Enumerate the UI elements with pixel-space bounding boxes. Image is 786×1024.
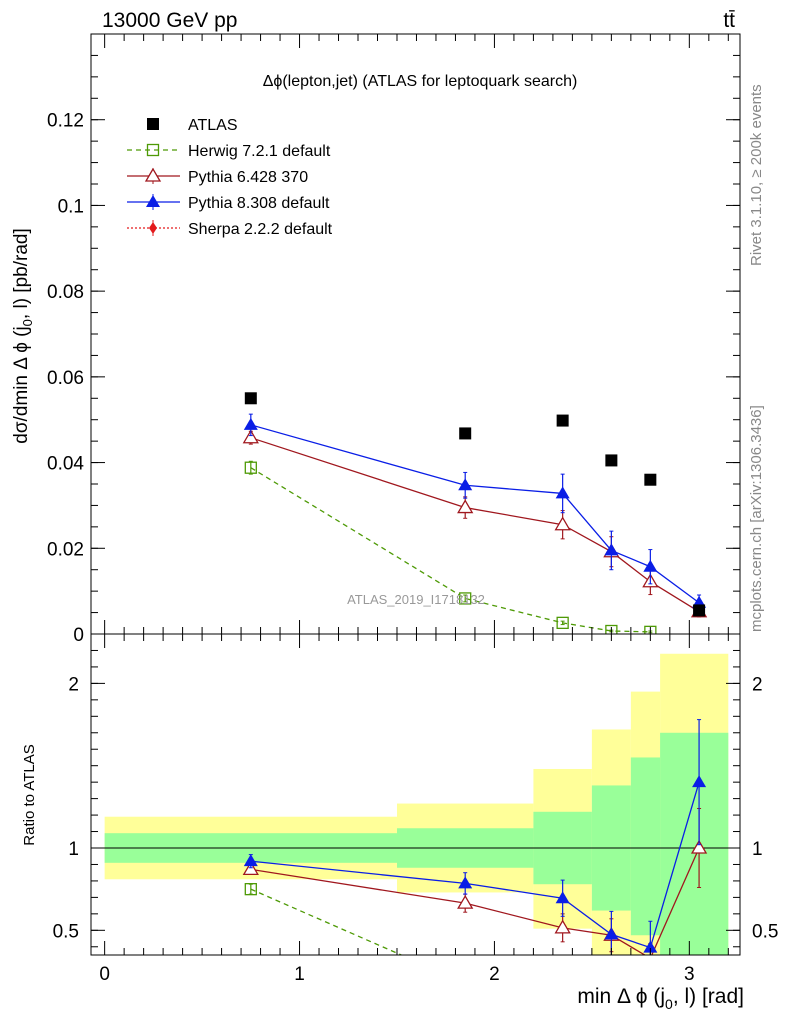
atlas-point <box>605 454 618 467</box>
pythia-8-308-default-point <box>643 559 658 572</box>
mcplots-label: mcplots.cern.ch [arXiv:1306.3436] <box>748 405 765 632</box>
legend-marker-sherpa-2-2-2-default <box>149 222 157 234</box>
ratio-axis-title: Ratio to ATLAS <box>21 744 38 845</box>
ratio-y-tick-label: 1 <box>68 839 79 860</box>
herwig-7-2-1-default-point <box>556 616 569 630</box>
herwig-7-2-1-default-point <box>244 883 257 896</box>
pythia-8-308-default-line <box>250 424 700 604</box>
legend-marker-atlas <box>147 118 159 130</box>
legend-label-herwig-7-2-1-default: Herwig 7.2.1 default <box>188 143 331 160</box>
herwig-7-2-1-default-line <box>250 467 651 633</box>
herwig-7-2-1-default-point <box>459 592 472 605</box>
y-tick-label: 0 <box>73 625 84 646</box>
pythia-6-428-370-point <box>457 499 474 514</box>
pythia-8-308-default-point <box>643 940 658 953</box>
atlas-point <box>244 392 257 405</box>
y-tick-label: 0.1 <box>58 196 84 217</box>
legend-marker-pythia-6-428-370 <box>144 167 162 182</box>
process-label: tt̄ <box>723 9 735 32</box>
ratio-y-tick-label-right: 0.5 <box>752 921 778 942</box>
legend-label-pythia-8-308-default: Pythia 8.308 default <box>188 195 330 212</box>
pythia-6-428-370-line <box>250 847 700 955</box>
pythia-6-428-370-line <box>250 437 700 613</box>
y-tick-label: 0.12 <box>47 111 84 132</box>
uncertainty-band-inner <box>630 757 661 936</box>
herwig-7-2-1-default-point <box>244 461 257 474</box>
legend-marker-herwig-7-2-1-default <box>146 143 160 157</box>
ratio-panel: 0 1 2 3 0.5 0.5 1 1 2 2 <box>53 633 778 985</box>
herwig-7-2-1-default-point <box>605 624 618 634</box>
pythia-8-308-default-point <box>243 854 258 867</box>
x-axis-title: min Δ ϕ (j0, l) [rad] <box>577 985 744 1012</box>
x-tick-label: 1 <box>294 964 305 985</box>
atlas-point <box>693 604 706 617</box>
legend: ATLAS Herwig 7.2.1 default Pythia 6.428 37… <box>127 117 333 238</box>
legend-label-atlas: ATLAS <box>188 117 238 134</box>
pythia-6-428-370-point <box>242 861 259 876</box>
y-axis-title: dσ/dmin Δ ϕ (j0, l) [pb/rad] <box>11 228 35 444</box>
legend-label-sherpa-2-2-2-default: Sherpa 2.2.2 default <box>188 221 333 238</box>
pythia-8-308-default-point <box>555 486 570 499</box>
pythia-6-428-370-point <box>554 516 571 531</box>
atlas-point <box>556 414 569 427</box>
rivet-label: Rivet 3.1.10, ≥ 200k events <box>748 84 765 266</box>
ratio-plot-frame <box>90 633 741 956</box>
x-tick-label: 2 <box>489 964 500 985</box>
pythia-8-308-default-point <box>604 927 619 940</box>
pythia-8-308-default-point <box>243 417 258 430</box>
analysis-label: ATLAS_2019_I1718132 <box>347 592 485 607</box>
pythia-6-428-370-point <box>457 894 474 909</box>
pythia-6-428-370-point <box>554 919 571 934</box>
atlas-point <box>459 427 472 440</box>
uncertainty-band-inner <box>660 732 729 955</box>
y-tick-label: 0.08 <box>47 282 84 303</box>
ratio-y-tick-label-right: 2 <box>752 674 763 695</box>
pythia-8-308-default-point <box>555 891 570 904</box>
legend-marker-pythia-8-308-default <box>146 195 160 207</box>
ratio-y-tick-label: 2 <box>68 674 79 695</box>
ratio-y-tick-label: 0.5 <box>53 921 79 942</box>
x-tick-label: 0 <box>99 964 110 985</box>
pythia-8-308-default-point <box>458 478 473 491</box>
pythia-8-308-default-line <box>250 781 700 949</box>
energy-label: 13000 GeV pp <box>102 9 237 32</box>
ratio-y-tick-label-right: 1 <box>752 839 763 860</box>
pythia-6-428-370-point <box>242 429 259 444</box>
legend-label-pythia-6-428-370: Pythia 6.428 370 <box>188 169 308 186</box>
y-tick-label: 0.06 <box>47 368 84 389</box>
herwig-7-2-1-default-line <box>250 888 403 955</box>
pythia-8-308-default-point <box>458 876 473 889</box>
chart-title: Δϕ(lepton,jet) (ATLAS for leptoquark sea… <box>263 73 578 90</box>
atlas-point <box>644 473 657 486</box>
herwig-7-2-1-default-point <box>644 625 657 634</box>
y-tick-label: 0.04 <box>47 454 84 475</box>
y-tick-label: 0.02 <box>47 539 84 560</box>
pythia-8-308-default-point <box>604 543 619 556</box>
pythia-8-308-default-point <box>692 775 707 788</box>
x-tick-label: 3 <box>684 964 695 985</box>
main-panel: 0 0.02 0.04 0.06 0.08 0.1 0.12 Δϕ(lepton,jet) … <box>47 33 741 646</box>
pythia-6-428-370-point <box>690 839 708 854</box>
